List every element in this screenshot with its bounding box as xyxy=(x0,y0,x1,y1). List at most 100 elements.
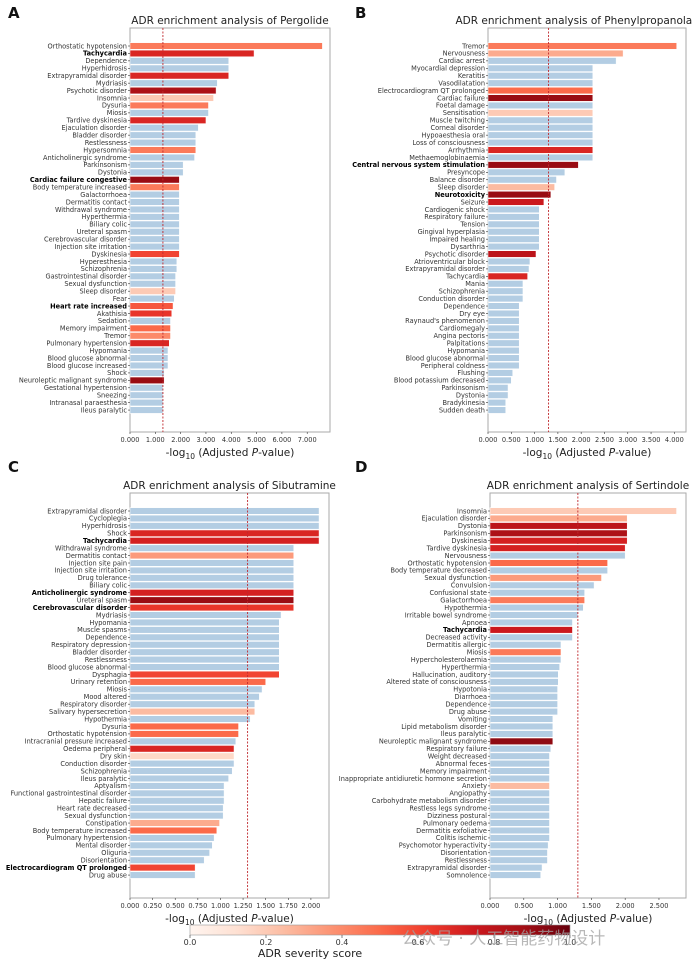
category-label: Drug abuse xyxy=(449,708,487,716)
bar xyxy=(487,205,540,214)
bar xyxy=(129,347,169,355)
bar xyxy=(129,715,251,723)
category-label: Cardiac failure congestive xyxy=(30,176,128,184)
bar xyxy=(129,663,280,671)
bar xyxy=(129,384,164,392)
x-tick-label: 0.750 xyxy=(188,902,207,910)
category-label: Extrapyramidal disorder xyxy=(407,864,487,872)
category-label: Sexual dysfunction xyxy=(64,280,127,288)
bar xyxy=(487,109,594,117)
bar xyxy=(487,302,520,310)
category-label: Constipation xyxy=(85,819,127,827)
bar xyxy=(129,198,180,206)
category-label: Dependence xyxy=(85,57,127,65)
category-label: Blood potassium decreased xyxy=(394,377,485,385)
category-label: Parkinsonism xyxy=(443,530,487,538)
category-label: Atrioventricular block xyxy=(414,258,485,266)
bar xyxy=(489,812,550,820)
bar xyxy=(129,589,294,597)
x-tick-label: 1.000 xyxy=(146,436,165,444)
bar xyxy=(129,302,174,310)
bar xyxy=(489,849,548,857)
category-label: Confusional state xyxy=(430,589,487,597)
x-tick-label: 0.000 xyxy=(121,436,140,444)
category-label: Keratitis xyxy=(458,72,486,80)
category-label: Gingival hyperplasia xyxy=(418,228,485,236)
category-label: Sleep disorder xyxy=(438,183,486,191)
bar xyxy=(489,641,562,649)
bar xyxy=(129,871,196,879)
category-label: Tremor xyxy=(103,332,127,340)
bar xyxy=(489,745,552,753)
bar xyxy=(489,604,584,612)
category-label: Withdrawal syndrome xyxy=(55,544,127,552)
category-label: Cardiac failure xyxy=(437,94,485,102)
bar xyxy=(129,737,237,745)
bar xyxy=(129,57,229,65)
category-label: Dystonia xyxy=(456,392,485,400)
x-tick-label: 0.000 xyxy=(481,902,500,910)
category-label: Diarrhoea xyxy=(455,693,487,701)
bar xyxy=(489,507,677,515)
category-label: Ejaculation disorder xyxy=(62,124,128,132)
x-tick-label: 0.000 xyxy=(121,902,140,910)
category-label: Apnoea xyxy=(462,619,487,627)
bar xyxy=(129,265,178,273)
category-label: Arrhythmia xyxy=(448,146,485,154)
category-label: Extrapyramidal disorder xyxy=(47,507,127,515)
bar xyxy=(489,767,550,775)
bar xyxy=(489,522,628,530)
bar xyxy=(489,789,550,797)
category-label: Respiratory failure xyxy=(424,213,485,221)
bar xyxy=(129,648,280,656)
bar xyxy=(489,566,608,574)
category-label: Foetal damage xyxy=(436,102,485,110)
category-label: Sexual dysfunction xyxy=(64,812,127,820)
x-tick-label: 1.000 xyxy=(211,902,230,910)
category-label: Palpitations xyxy=(447,340,486,348)
bar xyxy=(129,626,280,634)
bar xyxy=(489,737,554,745)
colorbar-tick-label: 0.2 xyxy=(260,938,273,947)
category-label: Neurotoxicity xyxy=(435,191,486,199)
bar xyxy=(487,183,555,191)
category-label: Drug abuse xyxy=(89,871,127,879)
bar xyxy=(129,369,165,377)
bar xyxy=(129,849,210,857)
category-label: Hyperesthesia xyxy=(80,258,127,266)
category-label: Ileus paralytic xyxy=(81,775,128,783)
bar xyxy=(129,124,199,132)
x-axis-label: -log10 (Adjusted P-value) xyxy=(524,913,653,927)
category-label: Withdrawal syndrome xyxy=(55,206,127,214)
category-label: Shock xyxy=(107,530,127,538)
category-label: Psychomotor hyperactivity xyxy=(399,842,487,850)
category-label: Neuroleptic malignant syndrome xyxy=(379,738,487,746)
bar xyxy=(129,641,280,649)
x-tick-label: 3.000 xyxy=(197,436,216,444)
category-label: Myocardial depression xyxy=(411,65,485,73)
category-label: Mental disorder xyxy=(75,842,127,850)
bar xyxy=(129,552,294,560)
bar xyxy=(489,782,550,790)
x-tick-label: 1.000 xyxy=(525,436,544,444)
chart-title: ADR enrichment analysis of Sertindole xyxy=(487,480,689,492)
bar xyxy=(129,243,180,251)
x-tick-label: 0.500 xyxy=(166,902,185,910)
bar xyxy=(129,767,233,775)
category-label: Intracranial pressure increased xyxy=(25,738,127,746)
bar xyxy=(129,79,218,87)
bar xyxy=(129,604,294,612)
category-label: Schizophrenia xyxy=(81,767,127,775)
category-label: Angina pectoris xyxy=(434,332,486,340)
panel-letter: A xyxy=(8,4,20,22)
category-label: Cardiac arrest xyxy=(439,57,486,65)
bar xyxy=(129,235,180,243)
category-label: Dyskinesia xyxy=(91,250,127,258)
x-tick-label: 6.000 xyxy=(272,436,291,444)
bar xyxy=(489,871,541,879)
category-label: Cerebrovascular disorder xyxy=(44,235,127,243)
colorbar-tick-label: 0.6 xyxy=(412,938,425,947)
bar xyxy=(487,406,506,414)
x-tick-label: 5.000 xyxy=(247,436,266,444)
category-label: Akathisia xyxy=(97,310,127,318)
